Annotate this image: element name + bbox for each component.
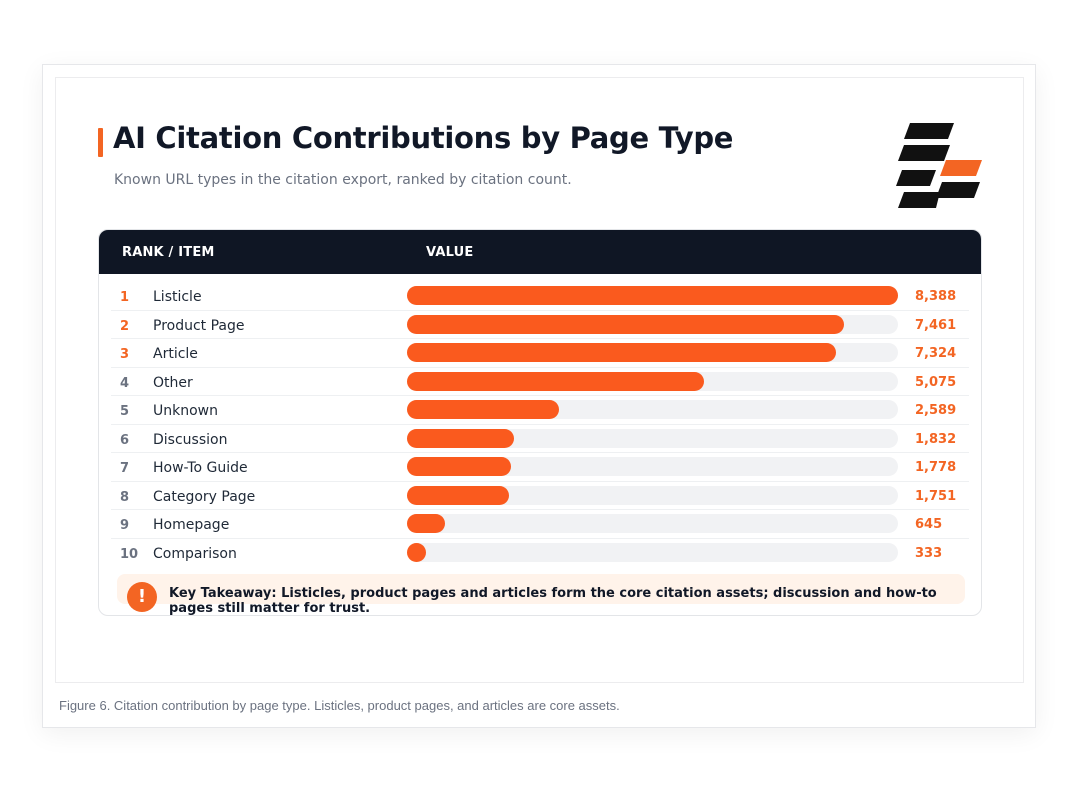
row-divider [111,509,969,510]
value-label: 8,388 [915,289,957,304]
value-label: 2,589 [915,403,957,418]
category-label: How-To Guide [153,460,248,476]
bar-track [407,343,898,362]
bar-track [407,371,898,391]
key-takeaway-callout: ! Key Takeaway: Listicles, product pages… [117,574,965,615]
bar [407,371,705,391]
value-label: 1,832 [915,431,957,447]
category-label: Listicle [153,289,202,305]
category-label: Product Page [153,317,245,334]
rank-number: 2 [120,318,130,334]
title-accent-bar [98,128,103,157]
table-header: RANK / ITEM VALUE [99,230,981,274]
brand-logo-icon [896,123,982,208]
value-label: 1,778 [915,460,957,475]
table-row: 9 Homepage 645 [111,510,969,539]
row-divider [111,452,969,453]
chart-title: AI Citation Contributions by Page Type [113,121,734,155]
bar [407,428,515,448]
bar [407,542,427,562]
row-divider [111,423,969,425]
bar-track [407,485,898,505]
row-divider [111,338,969,339]
rank-number: 5 [120,404,130,419]
table-row: 3 Article 7,324 [111,339,969,368]
bar [407,457,512,476]
table-row: 2 Product Page 7,461 [111,311,969,339]
rank-number: 1 [120,290,130,305]
value-label: 645 [915,517,943,532]
row-divider [111,480,969,482]
rank-number: 4 [120,375,130,391]
bar-track [407,400,898,419]
bar [407,286,898,305]
column-header-rank-item: RANK / ITEM [122,245,215,260]
table-row: 10 Comparison 333 [111,539,969,568]
rank-number: 6 [120,432,130,448]
bar [407,514,445,533]
row-divider [111,309,969,311]
rank-number: 7 [120,461,130,476]
bar [407,485,510,505]
table-row: 1 Listicle 8,388 [111,282,969,311]
row-divider [111,537,969,539]
table-row: 7 How-To Guide 1,778 [111,453,969,482]
bar [407,343,836,362]
row-divider [111,395,969,396]
category-label: Discussion [153,431,228,448]
category-label: Other [153,374,193,391]
value-label: 1,751 [915,488,957,504]
column-header-value: VALUE [426,245,474,260]
category-label: Unknown [153,403,218,419]
value-label: 5,075 [915,374,957,390]
value-label: 333 [915,545,943,561]
category-label: Comparison [153,545,237,562]
bar-track [407,428,898,448]
rank-number: 9 [120,518,130,533]
bar-track [407,542,898,562]
table-row: 5 Unknown 2,589 [111,396,969,425]
alert-icon: ! [127,582,157,612]
bar [407,400,559,419]
key-takeaway-text: Key Takeaway: Listicles, product pages a… [169,586,937,616]
rank-number: 10 [120,546,139,562]
table-row: 8 Category Page 1,751 [111,482,969,510]
ranking-table: RANK / ITEM VALUE 1 Listicle 8,388 2 Product… [98,229,982,616]
bar [407,314,844,334]
chart-subtitle: Known URL types in the citation export, … [114,172,572,188]
bar-track [407,314,898,334]
category-label: Category Page [153,488,256,505]
category-label: Article [153,346,198,362]
table-row: 6 Discussion 1,832 [111,425,969,453]
bar-track [407,514,898,533]
figure-caption: Figure 6. Citation contribution by page … [59,698,620,713]
bar-track [407,457,898,476]
row-divider [111,366,969,368]
value-label: 7,324 [915,346,957,361]
value-label: 7,461 [915,317,957,333]
table-row: 4 Other 5,075 [111,368,969,396]
bar-track [407,286,898,305]
category-label: Homepage [153,517,230,533]
rank-number: 8 [120,489,130,505]
rank-number: 3 [120,347,130,362]
